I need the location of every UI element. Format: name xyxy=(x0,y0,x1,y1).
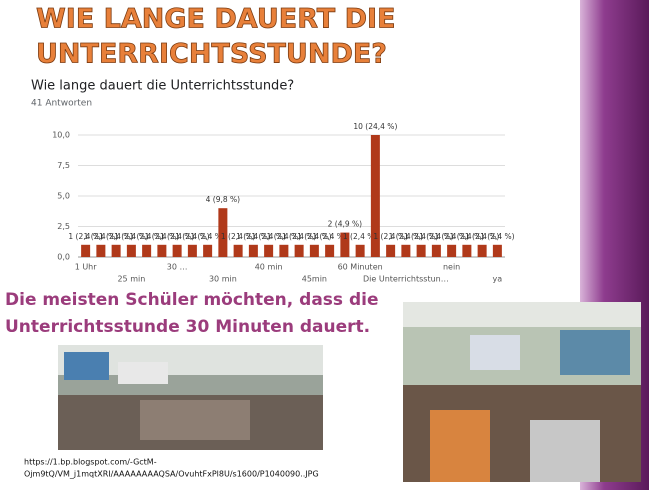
bar xyxy=(126,244,136,257)
bar xyxy=(142,244,152,257)
photo-left xyxy=(58,345,323,450)
value-label: 1 (2,4 %) xyxy=(145,232,180,241)
slide-title: WIE LANGE DAUERT DIE xyxy=(36,4,396,35)
bar xyxy=(309,244,319,257)
photo-right xyxy=(403,302,641,482)
x-tick-label: 25 min xyxy=(117,275,145,284)
x-tick-label: 60 Minuten xyxy=(338,263,383,272)
bar xyxy=(447,244,457,257)
bar xyxy=(325,244,335,257)
x-tick-label: 1 Uhr xyxy=(75,263,98,272)
bar xyxy=(401,244,411,257)
bar xyxy=(431,244,441,257)
x-tick-label: 30 … xyxy=(167,263,188,272)
chart-title: Wie lange dauert die Unterrichtsstunde? xyxy=(31,79,294,94)
value-label: 1 (2,4 %) xyxy=(282,232,317,241)
value-label: 1 (2,4 %) xyxy=(404,232,439,241)
conclusion: Unterrichtsstunde 30 Minuten dauert. xyxy=(5,317,370,337)
value-label: 1 (2,4 %) xyxy=(480,232,515,241)
source: https://1.bp.blogspot.com/-GctM- xyxy=(24,458,157,467)
value-label: 1 (2,4 %) xyxy=(434,232,469,241)
y-tick-label: 7,5 xyxy=(57,161,70,170)
bar xyxy=(96,244,106,257)
bar xyxy=(340,232,350,257)
value-label: 1 (2,4 %) xyxy=(190,232,225,241)
y-tick-label: 0,0 xyxy=(57,253,70,262)
value-label: 1 (2,4 %) xyxy=(175,232,210,241)
value-label: 1 (2,4 %) xyxy=(465,232,500,241)
bar xyxy=(264,244,274,257)
y-tick-label: 10,0 xyxy=(52,131,70,140)
value-label: 1 (2,4 %) xyxy=(373,232,408,241)
conclusion: Die meisten Schüler möchten, dass die xyxy=(5,290,378,310)
bar xyxy=(386,244,396,257)
value-label: 4 (9,8 %) xyxy=(206,195,241,204)
bar xyxy=(248,244,258,257)
value-label: 1 (2,4 %) xyxy=(251,232,286,241)
value-label: 1 (2,4 %) xyxy=(236,232,271,241)
y-tick-label: 5,0 xyxy=(57,192,70,201)
value-label: 1 (2,4 %) xyxy=(114,232,149,241)
value-label: 1 (2,4 %) xyxy=(419,232,454,241)
bar xyxy=(355,244,365,257)
bar xyxy=(294,244,304,257)
value-label: 2 (4,9 %) xyxy=(328,220,363,229)
source: Ojm9tQ/VM_j1mqtXRI/AAAAAAAAQSA/OvuhtFxPl… xyxy=(24,470,319,479)
value-label: 1 (2,4 %) xyxy=(221,232,256,241)
bar xyxy=(111,244,121,257)
x-tick-label: nein xyxy=(443,263,460,272)
bar xyxy=(416,244,426,257)
bar xyxy=(218,208,228,257)
value-label: 1 (2,4 %) xyxy=(160,232,195,241)
value-label: 1 (2,4 %) xyxy=(297,232,332,241)
value-label: 1 (2,4 %) xyxy=(389,232,424,241)
bar xyxy=(187,244,197,257)
value-label: 1 (2,4 %) xyxy=(267,232,302,241)
bar xyxy=(233,244,243,257)
x-tick-label: 40 min xyxy=(255,263,283,272)
bar xyxy=(279,244,289,257)
chart-subtitle: 41 Antworten xyxy=(31,99,92,109)
bar xyxy=(462,244,472,257)
bar xyxy=(477,244,487,257)
value-label: 1 (2,4 %) xyxy=(99,232,134,241)
x-tick-label: 30 min xyxy=(209,275,237,284)
bar xyxy=(370,135,380,257)
slide-title: UNTERRICHTSSTUNDE? xyxy=(36,39,387,70)
bar xyxy=(172,244,182,257)
value-label: 1 (2,4 %) xyxy=(84,232,119,241)
x-tick-label: ya xyxy=(493,275,503,284)
value-label: 1 (2,4 %) xyxy=(68,232,103,241)
value-label: 1 (2,4 %) xyxy=(343,232,378,241)
value-label: 1 (2,4 %) xyxy=(312,232,347,241)
x-tick-label: Die Unterrichtsstun… xyxy=(363,275,449,284)
value-label: 1 (2,4 %) xyxy=(450,232,485,241)
bar xyxy=(81,244,91,257)
x-tick-label: 45min xyxy=(302,275,327,284)
value-label: 10 (24,4 %) xyxy=(353,122,397,131)
bar xyxy=(492,244,502,257)
bar xyxy=(157,244,167,257)
bar xyxy=(203,244,213,257)
value-label: 1 (2,4 %) xyxy=(129,232,164,241)
y-tick-label: 2,5 xyxy=(57,222,70,231)
